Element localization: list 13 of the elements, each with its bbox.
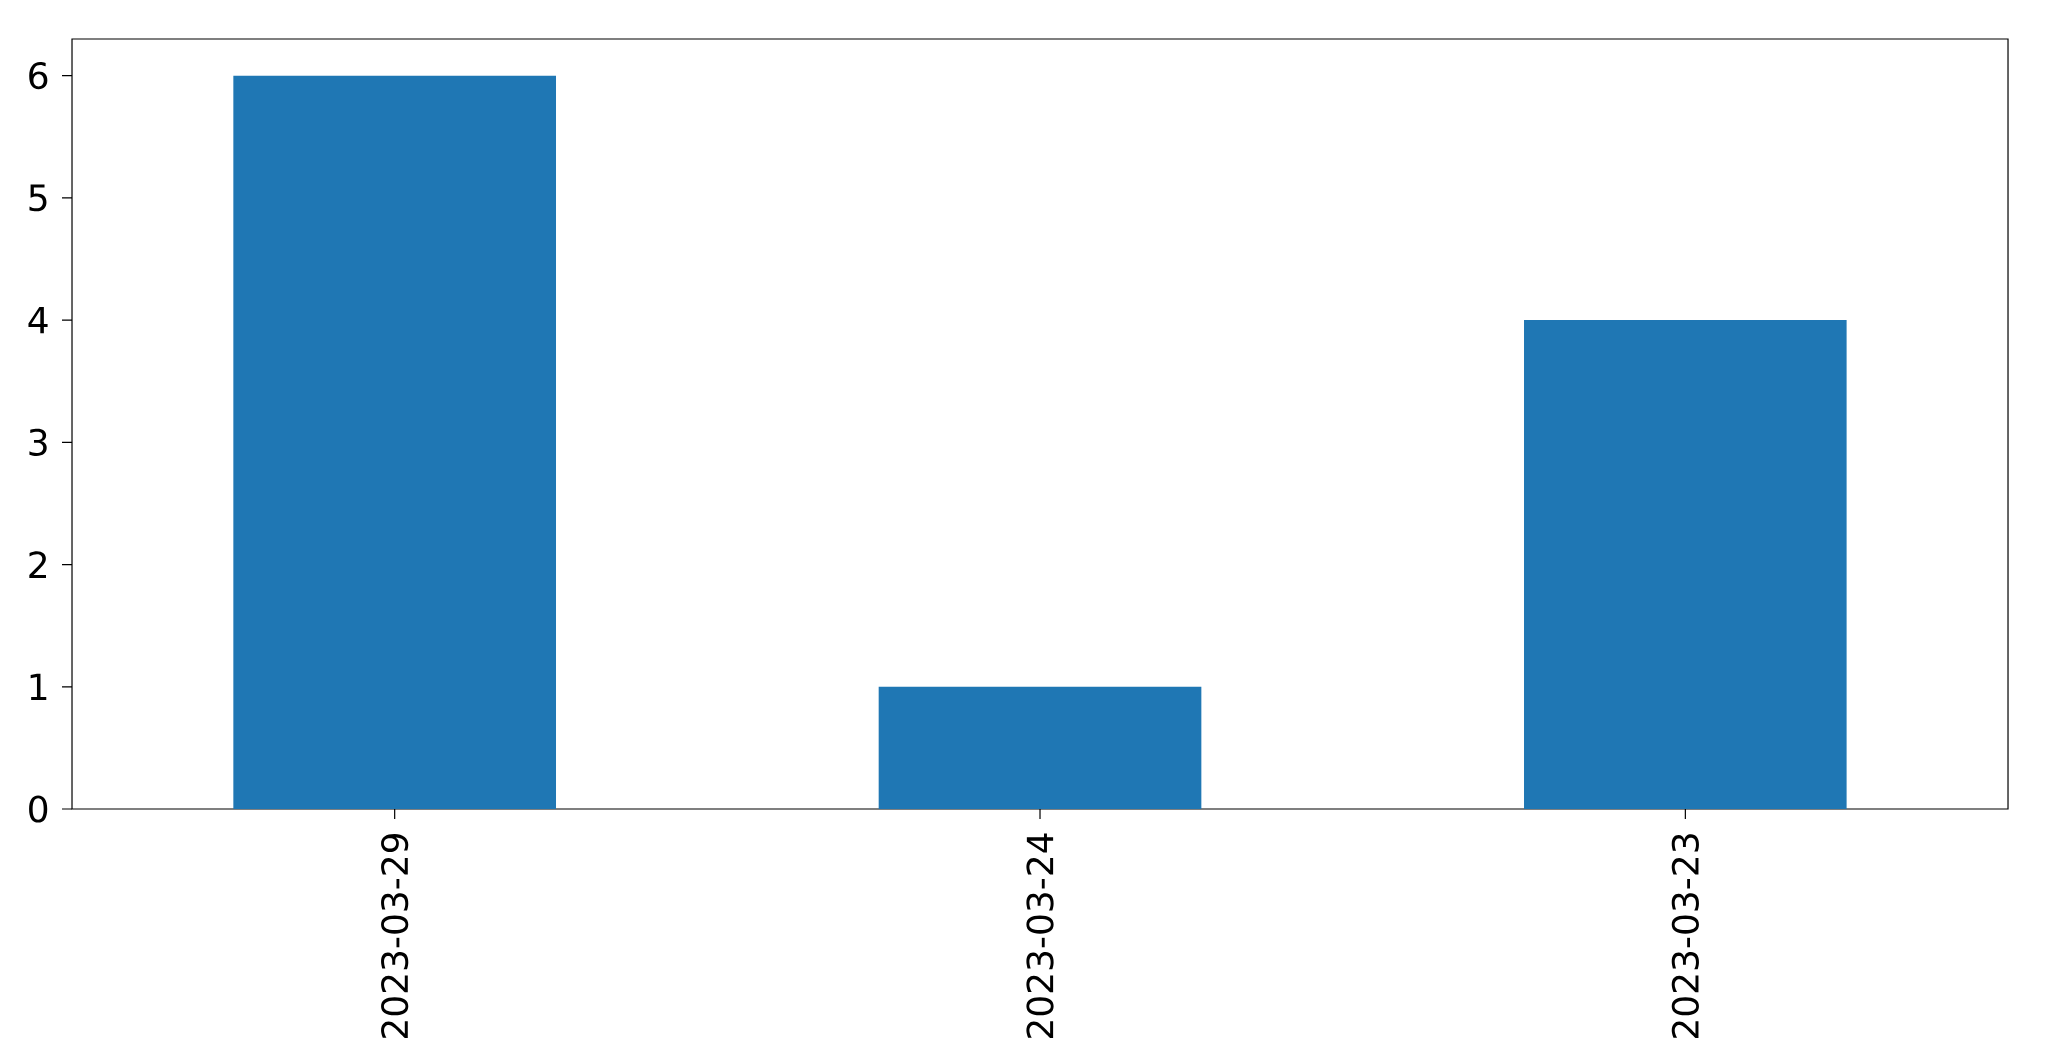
y-tick-label: 0 xyxy=(29,795,48,823)
y-tick-label: 6 xyxy=(29,62,48,90)
y-tick-label: 1 xyxy=(30,673,47,700)
x-tick-label: 2023-03-23 xyxy=(1671,834,1699,1038)
y-tick-label: 5 xyxy=(29,184,47,212)
x-tick-label: 2023-03-24 xyxy=(1026,833,1054,1038)
bar xyxy=(233,75,557,809)
y-tick-label: 4 xyxy=(28,306,48,334)
x-tick-label: 2023-03-29 xyxy=(381,833,409,1038)
y-tick-label: 2 xyxy=(29,551,46,578)
bar xyxy=(1524,320,1847,809)
y-tick-label: 3 xyxy=(29,428,47,456)
bar xyxy=(878,686,1202,809)
